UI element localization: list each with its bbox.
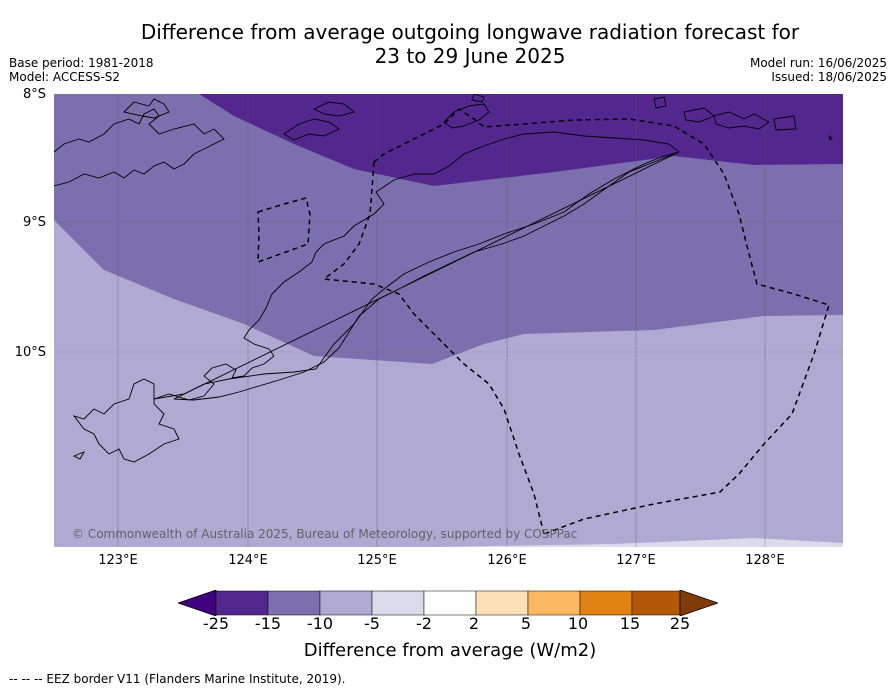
coastlines (54, 94, 833, 463)
colorbar-segment-7 (527, 590, 581, 616)
lon-label-126e: 126°E (487, 553, 527, 568)
lat-label-8s: 8°S (22, 87, 46, 102)
lon-label-127e: 127°E (616, 553, 656, 568)
colorbar-label-minus5: -5 (364, 614, 380, 633)
title-line-2: 23 to 29 June 2025 (374, 44, 566, 68)
colorbar-label-5: 5 (520, 614, 532, 633)
lat-label-10s: 10°S (14, 345, 46, 360)
colorbar-segment-2 (267, 590, 321, 616)
colorbar-label-minus15: -15 (254, 614, 282, 633)
colorbar-label-2: 2 (468, 614, 480, 633)
model-name: Model: ACCESS-S2 (9, 70, 121, 84)
copyright-note: © Commonwealth of Australia 2025, Bureau… (72, 527, 578, 541)
lon-label-124e: 124°E (228, 553, 268, 568)
colorbar-label-15: 15 (619, 614, 641, 633)
lat-label-9s: 9°S (22, 215, 46, 230)
lon-label-128e: 128°E (745, 553, 785, 568)
meta-right: Model run: 16/06/2025 Issued: 18/06/2025 (750, 56, 887, 84)
colorbar-label-25: 25 (669, 614, 691, 633)
colorbar-segment-low-arrow (178, 590, 217, 616)
issued-date: Issued: 18/06/2025 (771, 70, 887, 84)
colorbar-label-minus2: -2 (416, 614, 432, 633)
title-line-1: Difference from average outgoing longwav… (140, 20, 800, 44)
colorbar-segment-5 (423, 590, 477, 616)
colorbar-segment-4 (371, 590, 425, 616)
colorbar-segment-6 (475, 590, 529, 616)
lon-label-125e: 125°E (357, 553, 397, 568)
band-minus5-minus2 (434, 538, 843, 547)
map-panel (54, 94, 843, 547)
colorbar-label-minus10: -10 (306, 614, 334, 633)
colorbar-label-minus25: -25 (202, 614, 230, 633)
band-lt-minus15 (199, 94, 843, 186)
eez-legend-note: -- -- -- EEZ border V11 (Flanders Marine… (9, 672, 346, 686)
colorbar-segment-1 (215, 590, 269, 616)
gridlines (54, 94, 843, 547)
eez-border (257, 108, 830, 535)
colorbar-segment-3 (319, 590, 373, 616)
map-title: Difference from average outgoing longwav… (100, 20, 840, 68)
colorbar-label-10: 10 (567, 614, 589, 633)
colorbar-segment-9 (631, 590, 681, 616)
base-period: Base period: 1981-2018 (9, 56, 154, 70)
lon-label-123e: 123°E (98, 553, 138, 568)
band-minus15-minus10 (54, 94, 843, 364)
model-run: Model run: 16/06/2025 (749, 56, 887, 70)
colorbar-segment-high-arrow (679, 590, 718, 616)
colorbar-title: Difference from average (W/m2) (303, 640, 597, 661)
meta-left: Base period: 1981-2018 Model: ACCESS-S2 (9, 56, 154, 84)
colorbar-segment-8 (579, 590, 633, 616)
colorbar (178, 590, 718, 616)
